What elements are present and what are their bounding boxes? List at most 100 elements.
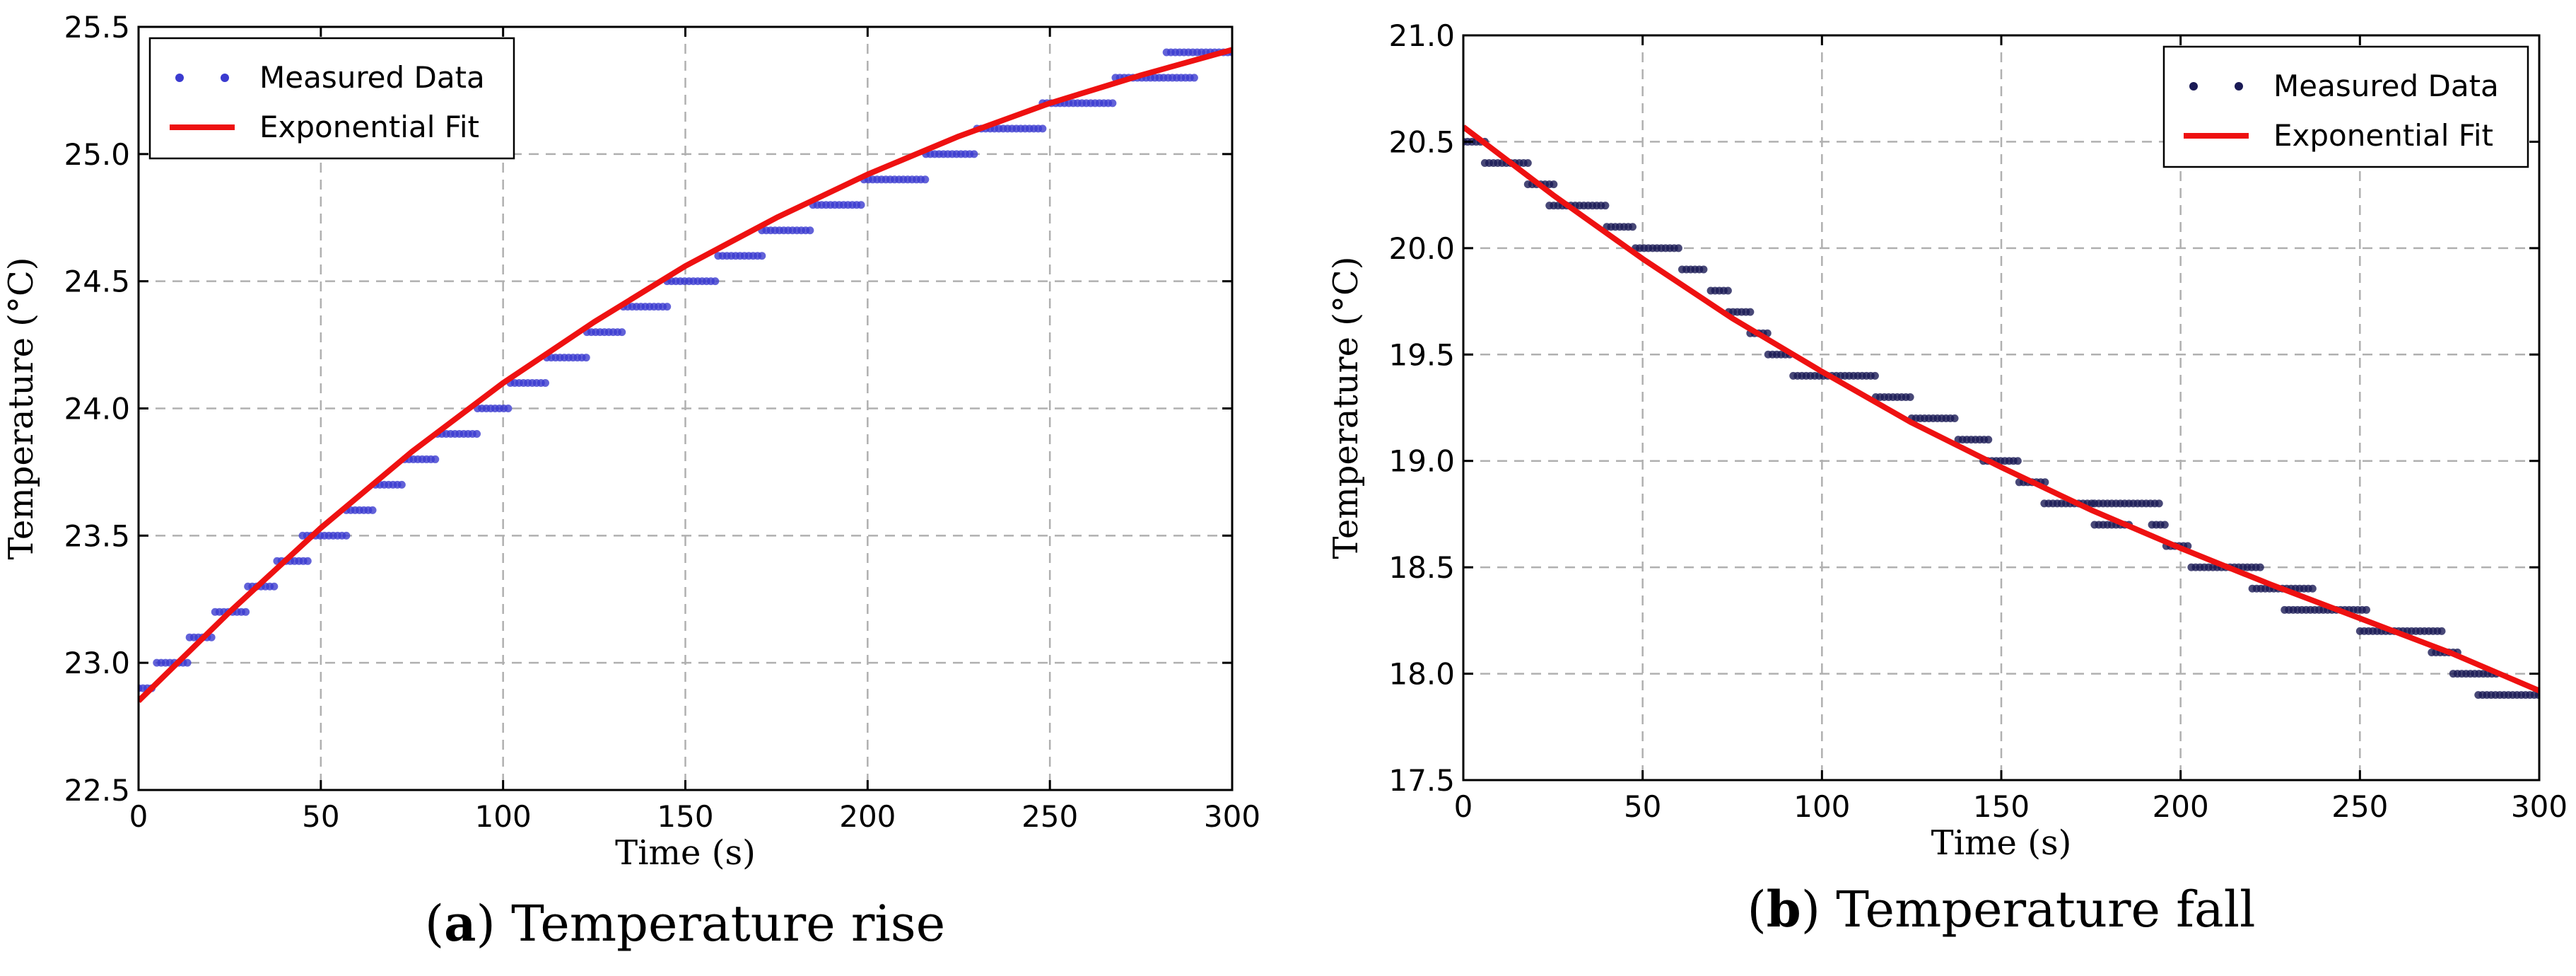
y-tick-label: 20.0 bbox=[1388, 231, 1455, 266]
data-point bbox=[2160, 521, 2169, 529]
legend: Measured Data Exponential Fit bbox=[2162, 45, 2529, 168]
data-point bbox=[504, 405, 513, 412]
x-tick-label: 150 bbox=[1973, 789, 2030, 824]
legend-marker bbox=[2235, 82, 2243, 91]
data-point bbox=[342, 531, 351, 540]
data-point bbox=[431, 455, 440, 463]
data-point bbox=[397, 480, 406, 489]
y-tick-label: 19.5 bbox=[1388, 337, 1455, 372]
plot-area bbox=[1463, 124, 2539, 699]
data-point bbox=[1601, 202, 1610, 210]
y-tick-label: 23.0 bbox=[64, 646, 130, 680]
data-point bbox=[1108, 99, 1117, 108]
y-tick-label: 18.5 bbox=[1388, 550, 1455, 585]
legend-label: Exponential Fit bbox=[2273, 118, 2493, 153]
legend-label: Measured Data bbox=[259, 60, 485, 95]
x-tick-label: 100 bbox=[1793, 789, 1850, 824]
data-point bbox=[2013, 457, 2022, 465]
fit-line bbox=[139, 47, 1232, 703]
data-point bbox=[1950, 414, 1959, 423]
caption-text: Temperature fall bbox=[1820, 881, 2256, 939]
chart-panel-b: 0 50 100 150 200 250 300 17.5 18.0 18.5 19.0 19.5 20… bbox=[1326, 18, 2568, 939]
data-point bbox=[2362, 605, 2370, 614]
x-tick-label: 250 bbox=[1021, 799, 1078, 834]
x-tick-label: 300 bbox=[2511, 789, 2568, 824]
data-point bbox=[303, 557, 312, 565]
data-point bbox=[270, 582, 279, 591]
y-tick-label: 24.0 bbox=[64, 392, 130, 426]
data-point bbox=[2308, 584, 2317, 593]
caption-letter: b bbox=[1767, 880, 1801, 939]
data-point bbox=[663, 303, 672, 311]
x-tick-label: 200 bbox=[2153, 789, 2209, 824]
x-axis-label: Time (s) bbox=[1931, 823, 2072, 863]
data-point bbox=[2155, 499, 2163, 508]
y-tick-label: 25.0 bbox=[64, 137, 130, 172]
y-tick-label: 22.5 bbox=[64, 773, 130, 808]
data-point bbox=[1870, 371, 1879, 380]
legend-marker bbox=[175, 74, 184, 82]
data-point bbox=[1550, 180, 1558, 189]
legend-marker bbox=[2189, 82, 2198, 91]
fit-line bbox=[1463, 124, 2539, 694]
data-point bbox=[183, 658, 192, 667]
data-point bbox=[1038, 124, 1047, 133]
figure-caption: (b) Temperature fall bbox=[1747, 880, 2255, 939]
data-point bbox=[368, 506, 377, 514]
legend-marker bbox=[221, 74, 229, 82]
x-tick-label: 200 bbox=[839, 799, 896, 834]
data-point bbox=[970, 150, 978, 158]
figure-caption: (a) Temperature rise bbox=[425, 894, 945, 953]
data-point bbox=[582, 354, 590, 362]
data-point bbox=[2256, 563, 2264, 571]
y-tick-label: 23.5 bbox=[64, 518, 130, 553]
data-point bbox=[1699, 265, 1708, 274]
plot-area bbox=[139, 47, 1232, 703]
data-point bbox=[921, 175, 930, 184]
data-point bbox=[1628, 223, 1637, 231]
data-point bbox=[806, 226, 814, 235]
x-tick-label: 300 bbox=[1204, 799, 1260, 834]
x-tick-label: 0 bbox=[129, 799, 148, 834]
legend-box bbox=[2162, 45, 2529, 168]
x-tick-label: 150 bbox=[657, 799, 713, 834]
x-tick-label: 250 bbox=[2331, 789, 2388, 824]
data-point bbox=[1190, 74, 1198, 82]
data-point bbox=[541, 379, 549, 388]
y-tick-label: 18.0 bbox=[1388, 657, 1455, 692]
x-tick-label: 100 bbox=[475, 799, 532, 834]
data-point bbox=[711, 277, 720, 286]
data-point bbox=[1723, 286, 1732, 295]
y-tick-label: 21.0 bbox=[1388, 18, 1455, 53]
legend-label: Measured Data bbox=[2273, 69, 2499, 103]
data-point bbox=[1674, 244, 1682, 252]
legend-box bbox=[148, 37, 515, 160]
caption-letter: a bbox=[444, 894, 476, 953]
y-tick-label: 19.0 bbox=[1388, 444, 1455, 479]
y-axis-label: Temperature (°C) bbox=[1, 257, 41, 560]
y-axis-label: Temperature (°C) bbox=[1326, 257, 1366, 559]
y-tick-label: 17.5 bbox=[1388, 763, 1455, 798]
data-point bbox=[857, 201, 865, 209]
x-axis-label: Time (s) bbox=[615, 833, 756, 873]
data-point bbox=[473, 429, 481, 438]
legend: Measured Data Exponential Fit bbox=[148, 37, 515, 160]
chart-panel-a: 0 50 100 150 200 250 300 22.5 23.0 23.5 24.0 24.5 25… bbox=[1, 10, 1260, 953]
x-tick-label: 50 bbox=[302, 799, 339, 834]
data-point bbox=[242, 608, 250, 616]
caption-text: Temperature rise bbox=[496, 895, 945, 953]
data-point bbox=[1523, 159, 1532, 168]
data-point bbox=[1746, 308, 1755, 316]
data-point bbox=[618, 328, 626, 337]
x-tick-label: 0 bbox=[1454, 789, 1473, 824]
data-point bbox=[1906, 393, 1914, 401]
data-point bbox=[2437, 627, 2446, 635]
y-tick-label: 20.5 bbox=[1388, 124, 1455, 159]
data-point bbox=[758, 252, 766, 260]
y-tick-label: 24.5 bbox=[64, 265, 130, 299]
y-tick-label: 25.5 bbox=[64, 10, 130, 45]
legend-label: Exponential Fit bbox=[259, 110, 479, 144]
x-tick-label: 50 bbox=[1624, 789, 1661, 824]
